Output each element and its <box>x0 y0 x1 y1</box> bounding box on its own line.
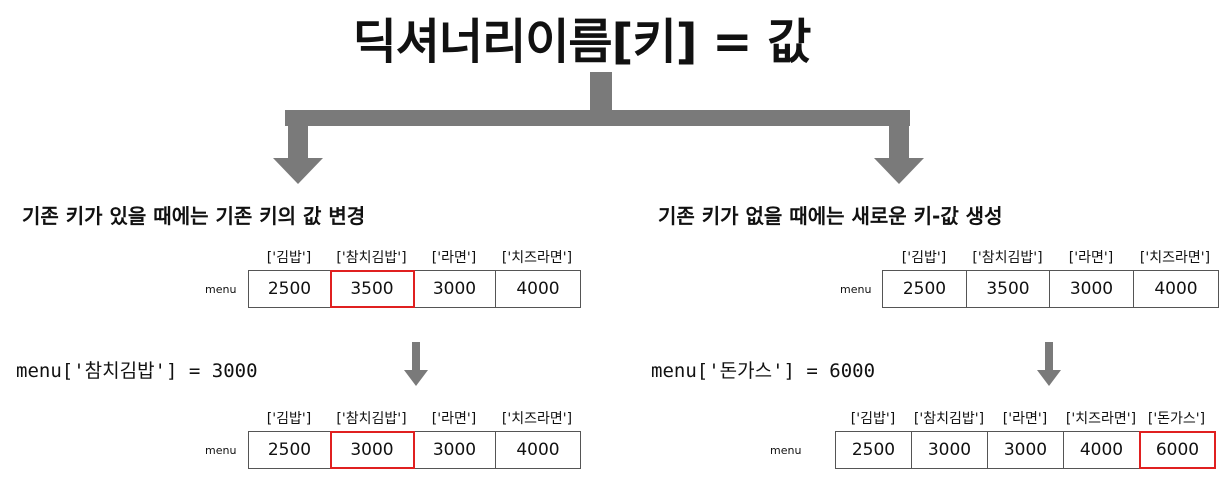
right-before-var-label: menu <box>840 283 872 296</box>
right-small-arrow-shaft <box>1045 342 1053 372</box>
left-arrow-head <box>273 158 323 184</box>
key-label: ['김밥'] <box>901 250 947 266</box>
value-cell: 4000 <box>516 440 560 460</box>
key-label: ['김밥'] <box>850 411 896 427</box>
left-arrow-shaft <box>288 110 308 160</box>
value-cell: 2500 <box>836 432 912 468</box>
value-cell-highlighted: 6000 <box>1139 431 1216 469</box>
value-cell-highlighted: 3500 <box>330 270 415 308</box>
left-before-var-label: menu <box>205 283 237 296</box>
left-after-var-label: menu <box>205 444 237 457</box>
right-heading: 기존 키가 없을 때에는 새로운 키-값 생성 <box>658 204 1003 228</box>
value-cell: 3000 <box>414 432 496 468</box>
left-code: menu['참치김밥'] = 3000 <box>16 360 258 382</box>
arrow-bar <box>285 110 910 126</box>
key-label: ['치즈라면'] <box>501 250 573 266</box>
value-cell: 2500 <box>249 432 331 468</box>
key-label: ['라면'] <box>431 411 477 427</box>
value-cell: 2500 <box>249 271 331 307</box>
left-small-arrow-head <box>404 370 428 386</box>
right-before-table: ['김밥'] ['참치김밥'] ['라면'] ['치즈라면'] 2500 350… <box>882 246 1219 308</box>
value-cell: 3000 <box>988 432 1064 468</box>
right-after-var-label: menu <box>770 444 802 457</box>
value-cell: 4000 <box>1064 432 1140 468</box>
key-label: ['치즈라면'] <box>501 411 573 427</box>
value-cell: 3000 <box>912 432 988 468</box>
key-label: ['치즈라면'] <box>1139 250 1211 266</box>
key-label: ['김밥'] <box>266 411 312 427</box>
key-label: ['참치김밥'] <box>336 411 407 427</box>
key-label: ['참치김밥'] <box>913 411 985 427</box>
right-arrow-shaft <box>889 110 909 160</box>
key-label: ['라면'] <box>1068 250 1114 266</box>
value-cell-highlighted: 3000 <box>330 431 415 469</box>
value-cell: 2500 <box>883 271 967 307</box>
key-label: ['참치김밥'] <box>972 250 1043 266</box>
right-small-arrow-head <box>1037 370 1061 386</box>
left-small-arrow-shaft <box>412 342 420 372</box>
key-label: ['치즈라면'] <box>1065 411 1137 427</box>
right-arrow-head <box>874 158 924 184</box>
left-before-table: ['김밥'] ['참치김밥'] ['라면'] ['치즈라면'] 2500 350… <box>248 246 581 308</box>
value-cell: 3000 <box>1050 271 1134 307</box>
key-label: ['돈가스'] <box>1147 411 1206 427</box>
key-label: ['김밥'] <box>266 250 312 266</box>
key-label: ['라면'] <box>1002 411 1048 427</box>
left-heading: 기존 키가 있을 때에는 기존 키의 값 변경 <box>22 204 366 228</box>
key-label: ['라면'] <box>431 250 477 266</box>
right-after-table: ['김밥'] ['참치김밥'] ['라면'] ['치즈라면'] ['돈가스'] … <box>835 407 1216 469</box>
key-label: ['참치김밥'] <box>336 250 407 266</box>
right-code: menu['돈가스'] = 6000 <box>651 360 876 382</box>
value-cell: 4000 <box>516 279 560 299</box>
value-cell: 3000 <box>414 271 496 307</box>
arrow-stem <box>590 72 612 112</box>
main-title: 딕셔너리이름[키] = 값 <box>352 14 812 70</box>
value-cell: 4000 <box>1154 279 1198 299</box>
value-cell: 3500 <box>967 271 1050 307</box>
left-after-table: ['김밥'] ['참치김밥'] ['라면'] ['치즈라면'] 2500 300… <box>248 407 581 469</box>
